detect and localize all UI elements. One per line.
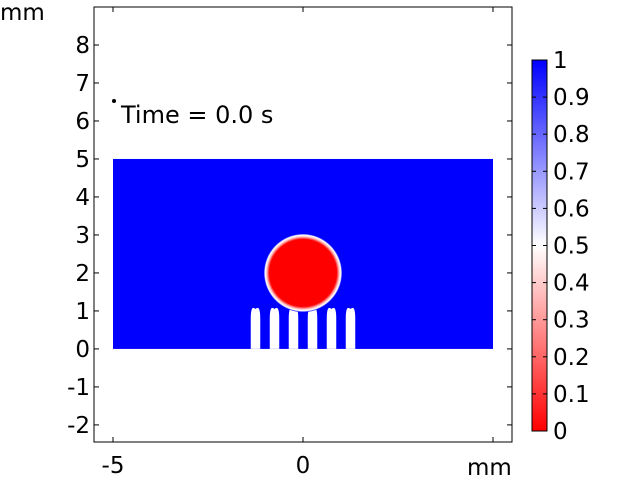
micro-pillar: [345, 307, 356, 349]
y-axis-ticks: -2 -1 0 1 2 3 4 5 6 7 8: [67, 33, 512, 439]
time-annotation: Time = 0.0 s: [120, 101, 273, 129]
colorbar-tick-label: 0.4: [553, 271, 590, 297]
colorbar-tick-label: 0.5: [553, 234, 590, 260]
heatmap-layer: [113, 158, 493, 349]
y-tick-label: 1: [75, 299, 90, 325]
y-tick-label: 7: [75, 71, 90, 97]
micro-pillar: [326, 307, 337, 349]
colorbar-tick-label: 0.6: [553, 196, 590, 222]
micro-pillar: [269, 307, 280, 349]
colorbar-tick-label: 0.7: [553, 159, 590, 185]
x-unit-label: mm: [467, 455, 512, 480]
y-tick-label: 6: [75, 109, 90, 135]
y-tick-label: 8: [75, 33, 90, 59]
colorbar-tick-label: 0.8: [553, 122, 590, 148]
micro-pillar: [250, 307, 261, 349]
colorbar-tick-label: 0: [553, 419, 568, 445]
colorbar-tick-label: 0.9: [553, 85, 590, 111]
colorbar-ticks: 1 0.9 0.8 0.7 0.6 0.5 0.4 0.3 0.2 0.1 0: [532, 48, 590, 445]
micro-pillar: [307, 307, 318, 349]
colorbar-tick-label: 0.2: [553, 345, 590, 371]
annotation-marker: [112, 99, 116, 103]
micro-pillar: [288, 307, 299, 349]
colorbar-tick-label: 0.1: [553, 382, 590, 408]
y-tick-label: 5: [75, 147, 90, 173]
y-unit-label: mm: [0, 0, 45, 26]
y-tick-label: 3: [75, 223, 90, 249]
droplet: [263, 233, 343, 313]
y-tick-label: 0: [75, 337, 90, 363]
y-tick-label: 2: [75, 261, 90, 287]
colorbar-tick-label: 1: [553, 48, 568, 74]
y-tick-label: 4: [75, 185, 90, 211]
colorbar-tick-label: 0.3: [553, 308, 590, 334]
y-tick-label: -1: [67, 375, 90, 401]
x-axis-ticks: -5 0: [102, 7, 494, 479]
x-tick-label: 0: [296, 453, 311, 479]
y-tick-label: -2: [67, 413, 90, 439]
x-tick-label: -5: [102, 453, 125, 479]
